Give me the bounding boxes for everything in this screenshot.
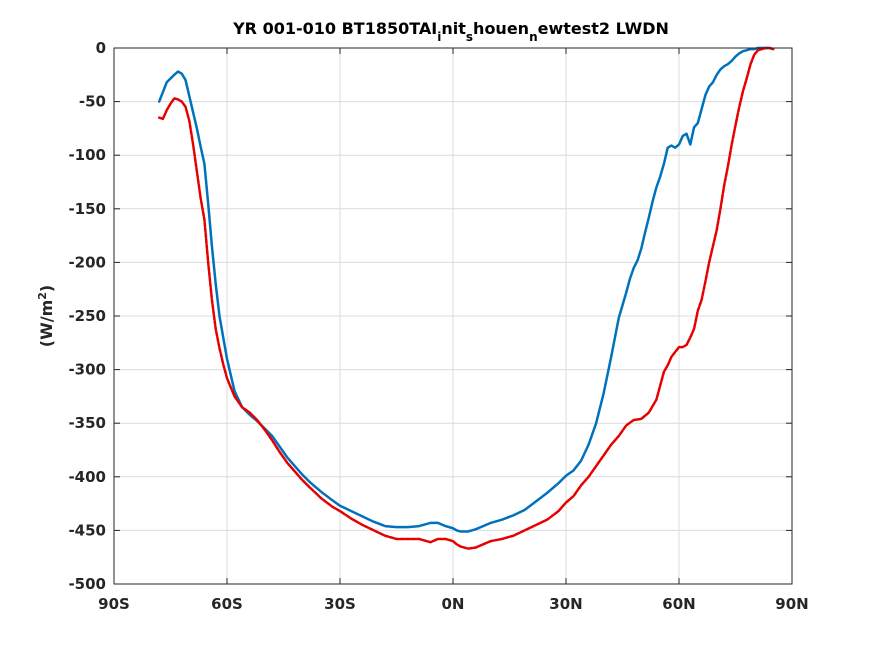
series-layer xyxy=(157,46,775,550)
y-tick-label: -50 xyxy=(79,93,106,111)
series-line-1 xyxy=(157,46,775,533)
x-tick-label: 30N xyxy=(549,595,582,613)
y-axis-label: (W/m2) xyxy=(36,285,57,347)
chart-title: YR 001-010 BT1850TAIinitshouennewtest2 L… xyxy=(232,19,669,44)
x-tick-label: 60S xyxy=(211,595,243,613)
y-tick-labels: 0 -50 -100 -150 -200 -250 -300 -350 -400 -450 -500 xyxy=(68,39,106,593)
grid xyxy=(114,48,792,584)
y-tick-label: -200 xyxy=(68,253,106,271)
y-tick-label: 0 xyxy=(96,39,106,57)
x-tick-label: 30S xyxy=(324,595,356,613)
y-tick-label: -150 xyxy=(68,200,106,218)
y-tick-label: -350 xyxy=(68,414,106,432)
y-tick-label: -400 xyxy=(68,468,106,486)
y-tick-label: -300 xyxy=(68,361,106,379)
y-tick-label: -450 xyxy=(68,521,106,539)
x-tick-labels: 90S 60S 30S 0N 30N 60N 90N xyxy=(98,595,809,613)
x-tick-label: 0N xyxy=(442,595,465,613)
x-tick-label: 60N xyxy=(662,595,695,613)
y-tick-label: -500 xyxy=(68,575,106,593)
x-tick-label: 90S xyxy=(98,595,130,613)
x-tick-label: 90N xyxy=(775,595,808,613)
y-tick-label: -100 xyxy=(68,146,106,164)
ticks xyxy=(113,47,793,585)
y-tick-label: -250 xyxy=(68,307,106,325)
series-line-2 xyxy=(157,46,775,550)
